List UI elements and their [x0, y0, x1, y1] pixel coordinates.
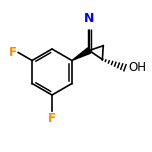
Polygon shape [72, 48, 91, 60]
Text: F: F [48, 112, 56, 125]
Text: F: F [9, 46, 17, 59]
Text: OH: OH [128, 61, 146, 74]
Text: N: N [84, 12, 94, 26]
